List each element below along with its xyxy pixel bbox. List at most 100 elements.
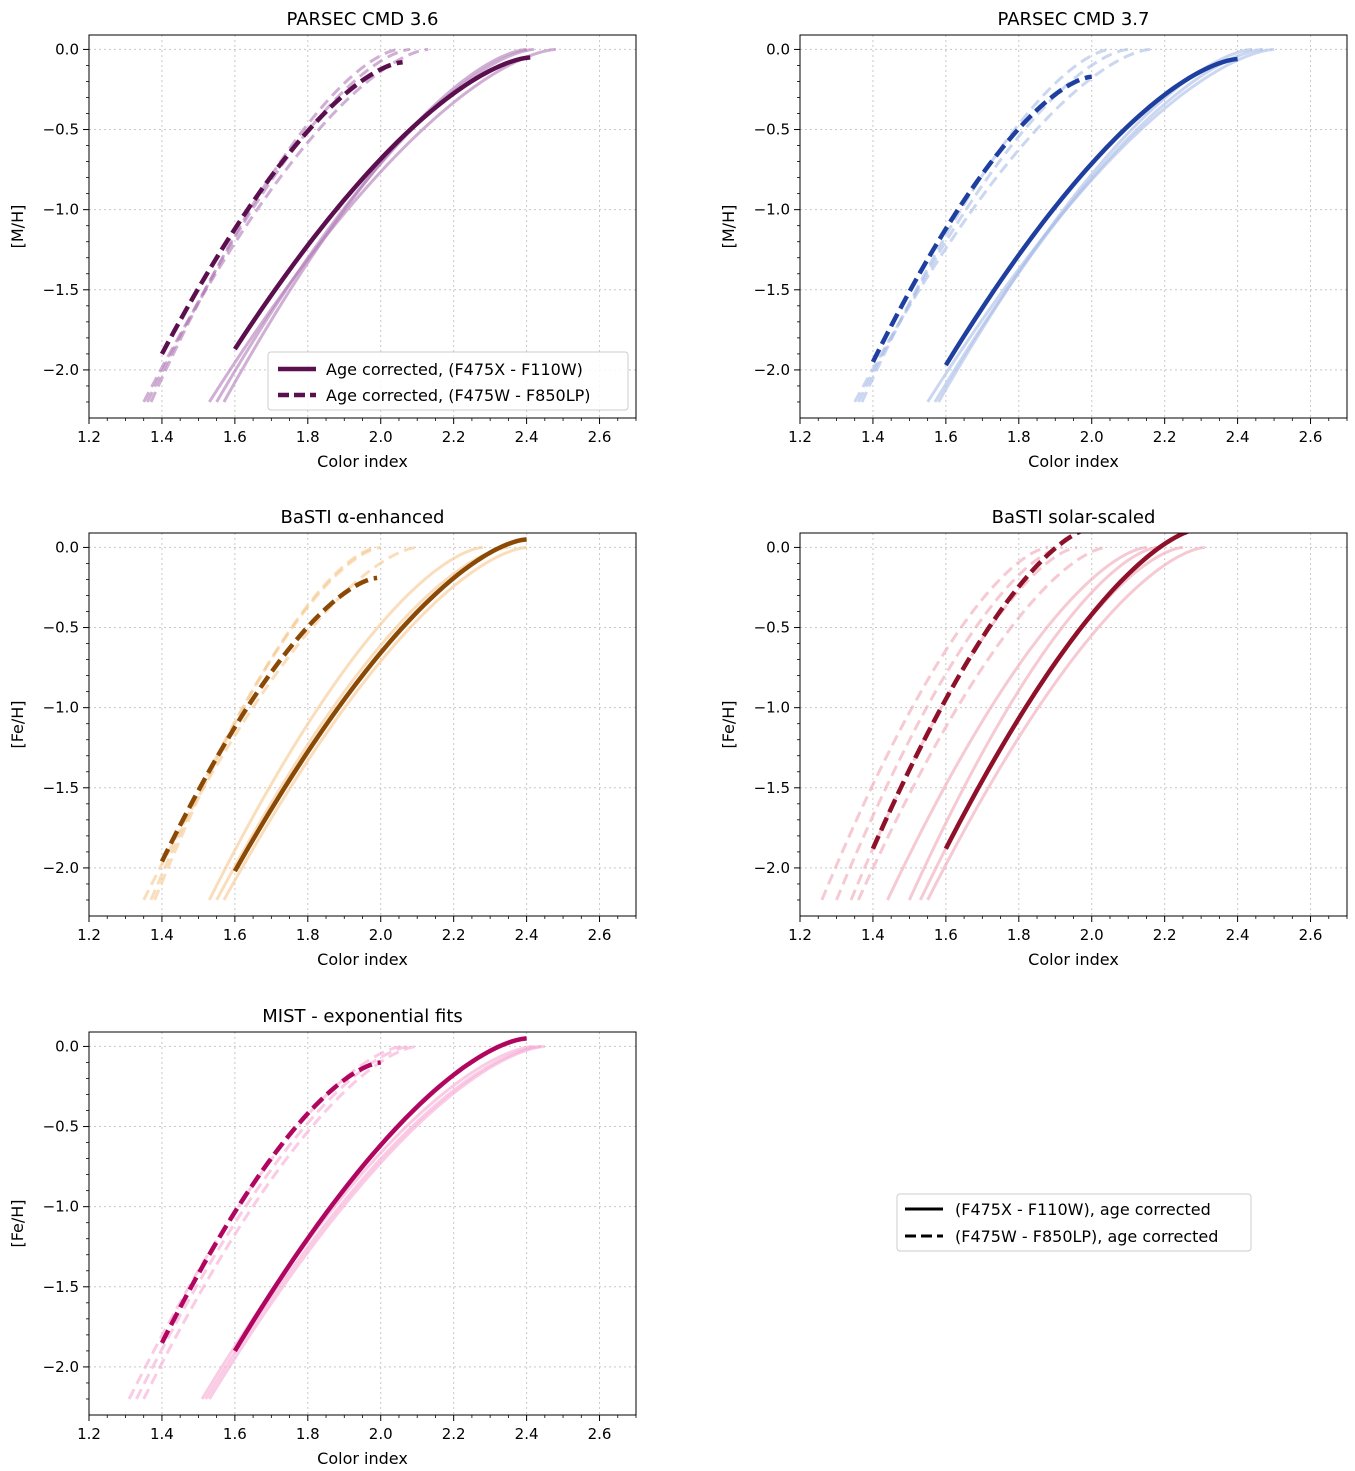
x-tick-label: 1.6 xyxy=(934,926,958,944)
x-axis-label: Color index xyxy=(317,1449,408,1468)
y-tick-label: 0.0 xyxy=(55,40,79,58)
figure-legend-dashed-label: (F475W - F850LP), age corrected xyxy=(955,1227,1218,1246)
x-tick-label: 2.0 xyxy=(369,926,393,944)
figure-legend-frame xyxy=(896,1193,1252,1252)
series-group xyxy=(820,533,1205,901)
y-tick-label: −2.0 xyxy=(754,859,790,877)
x-tick-label: 1.8 xyxy=(296,1425,320,1443)
y-tick-label: −1.5 xyxy=(43,281,79,299)
panel-2: 1.2 1.4 1.6 1.8 2.0 2.2 2.4 2.6 0.0 −0.5 −1.0 −1.5 −… xyxy=(719,9,1348,471)
panel-title: PARSEC CMD 3.6 xyxy=(287,9,439,30)
y-axis-label: [M/H] xyxy=(8,205,27,249)
x-tick-label: 2.4 xyxy=(1226,428,1250,446)
y-tick-label: −0.5 xyxy=(43,619,79,637)
y-tick-label: −0.5 xyxy=(43,1118,79,1136)
x-tick-label: 1.6 xyxy=(223,1425,247,1443)
x-tick-label: 2.6 xyxy=(588,926,612,944)
y-tick-label: 0.0 xyxy=(55,1037,79,1055)
x-tick-label: 1.4 xyxy=(150,428,174,446)
x-tick-label: 2.4 xyxy=(515,1425,539,1443)
main-solid-line-8 xyxy=(943,533,1191,850)
x-tick-label: 1.4 xyxy=(150,1425,174,1443)
y-tick-label: −1.5 xyxy=(43,1278,79,1296)
main-dashed-line-7 xyxy=(870,74,1093,363)
y-tick-label: −2.0 xyxy=(43,361,79,379)
x-tick-label: 2.6 xyxy=(1299,926,1323,944)
figure-legend: (F475X - F110W), age corrected (F475W - … xyxy=(896,1193,1252,1252)
panel-title: BaSTI solar-scaled xyxy=(992,507,1156,528)
panel-legend: Age corrected, (F475X - F110W) Age correc… xyxy=(267,351,629,411)
x-tick-label: 2.0 xyxy=(369,1425,393,1443)
y-tick-label: −1.0 xyxy=(754,699,790,717)
main-dashed-line-7 xyxy=(159,575,378,863)
x-tick-label: 2.2 xyxy=(442,1425,466,1443)
series-group xyxy=(142,47,556,403)
variant-dashed-line-4 xyxy=(820,545,1049,901)
x-tick-label: 1.6 xyxy=(223,428,247,446)
y-tick-label: 0.0 xyxy=(55,538,79,556)
x-tick-label: 2.0 xyxy=(1080,428,1104,446)
panel-5: 1.2 1.4 1.6 1.8 2.0 2.2 2.4 2.6 0.0 −0.5 −1.0 −1.5 −… xyxy=(8,1006,637,1468)
main-solid-line-6 xyxy=(232,537,527,873)
x-axis-label: Color index xyxy=(317,452,408,471)
x-tick-label: 2.6 xyxy=(588,1425,612,1443)
x-tick-label: 2.2 xyxy=(1153,926,1177,944)
x-tick-label: 2.2 xyxy=(442,926,466,944)
variant-solid-line-2 xyxy=(222,47,527,403)
y-tick-label: −1.0 xyxy=(43,201,79,219)
y-tick-label: −0.5 xyxy=(43,121,79,139)
x-tick-label: 2.4 xyxy=(515,926,539,944)
x-tick-label: 1.8 xyxy=(296,926,320,944)
x-tick-label: 1.8 xyxy=(1007,428,1031,446)
variant-dashed-line-5 xyxy=(153,545,378,901)
variant-solid-line-3 xyxy=(926,545,1205,901)
y-tick-label: −1.5 xyxy=(43,779,79,797)
x-tick-label: 1.2 xyxy=(77,926,101,944)
y-tick-label: −1.5 xyxy=(754,779,790,797)
x-tick-label: 1.2 xyxy=(788,926,812,944)
y-tick-label: −1.0 xyxy=(43,1198,79,1216)
y-axis-label: [Fe/H] xyxy=(8,1199,27,1247)
x-axis-label: Color index xyxy=(1028,950,1119,969)
main-dashed-line-7 xyxy=(159,60,403,355)
figure-legend-solid-label: (F475X - F110W), age corrected xyxy=(955,1200,1211,1219)
y-tick-label: −2.0 xyxy=(43,1358,79,1376)
variant-dashed-line-3 xyxy=(853,47,1151,403)
x-tick-label: 1.4 xyxy=(861,428,885,446)
variant-dashed-line-7 xyxy=(856,545,1107,901)
variant-solid-line-0 xyxy=(208,545,484,901)
panel-4: 1.2 1.4 1.6 1.8 2.0 2.2 2.4 2.6 0.0 −0.5 −1.0 −1.5 −… xyxy=(719,507,1348,969)
variant-solid-line-1 xyxy=(215,545,509,901)
panel-title: PARSEC CMD 3.7 xyxy=(998,9,1150,30)
y-tick-label: −2.0 xyxy=(43,859,79,877)
y-axis-label: [M/H] xyxy=(719,205,738,249)
x-tick-label: 2.0 xyxy=(1080,926,1104,944)
x-tick-label: 2.2 xyxy=(1153,428,1177,446)
main-solid-line-6 xyxy=(943,56,1238,367)
variant-dashed-line-4 xyxy=(145,47,411,403)
x-tick-label: 1.2 xyxy=(77,428,101,446)
y-tick-label: −1.0 xyxy=(43,699,79,717)
x-tick-label: 2.6 xyxy=(1299,428,1323,446)
x-axis-label: Color index xyxy=(1028,452,1119,471)
x-tick-label: 1.6 xyxy=(223,926,247,944)
x-tick-label: 1.6 xyxy=(934,428,958,446)
y-axis-label: [Fe/H] xyxy=(8,700,27,748)
y-tick-label: 0.0 xyxy=(766,538,790,556)
y-tick-label: −2.0 xyxy=(754,361,790,379)
variant-solid-line-0 xyxy=(886,545,1147,901)
y-tick-label: 0.0 xyxy=(766,40,790,58)
variant-solid-line-0 xyxy=(208,47,556,403)
main-dashed-line-9 xyxy=(870,533,1083,850)
x-tick-label: 1.4 xyxy=(150,926,174,944)
panel-title: MIST - exponential fits xyxy=(262,1006,463,1027)
x-axis-label: Color index xyxy=(317,950,408,969)
x-tick-label: 1.8 xyxy=(1007,926,1031,944)
y-tick-label: −1.5 xyxy=(754,281,790,299)
y-tick-label: −1.0 xyxy=(754,201,790,219)
variant-solid-line-1 xyxy=(908,545,1158,901)
variant-dashed-line-5 xyxy=(149,47,400,403)
panel-legend-frame xyxy=(267,351,629,411)
x-tick-label: 1.2 xyxy=(77,1425,101,1443)
